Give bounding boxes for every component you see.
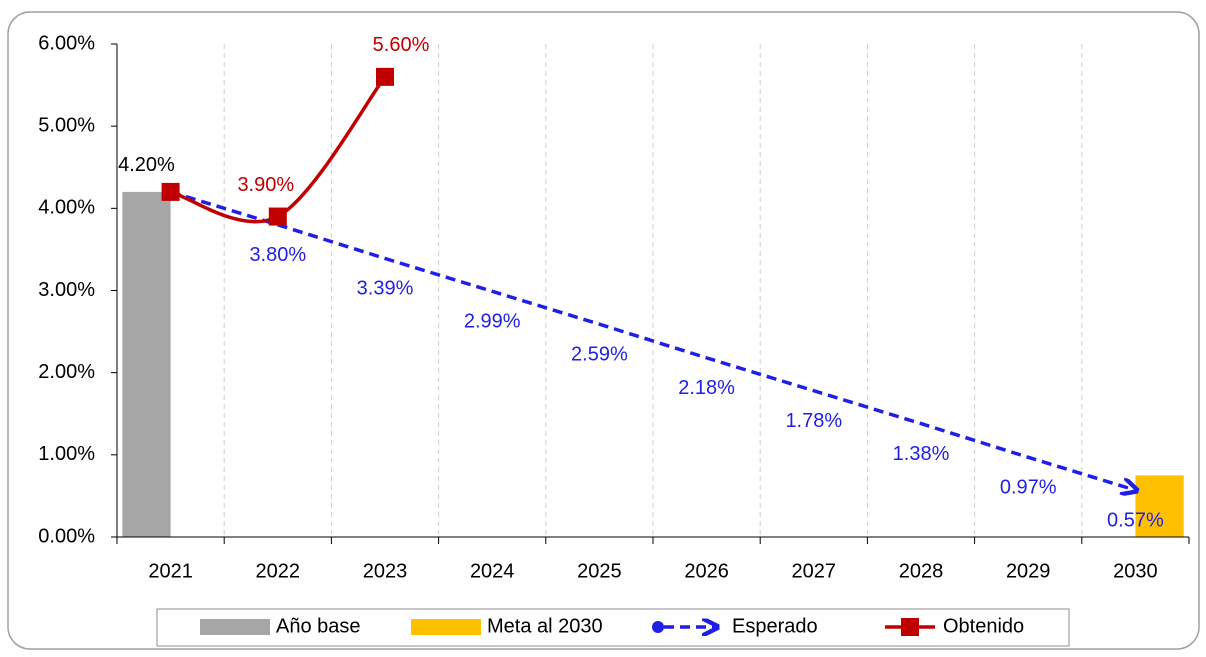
data-label: 4.20% xyxy=(118,154,175,176)
x-tick-label: 2026 xyxy=(684,560,729,582)
data-label: 3.39% xyxy=(357,278,414,300)
x-tick-label: 2021 xyxy=(148,560,193,582)
legend-label: Esperado xyxy=(732,615,818,637)
x-tick-label: 2029 xyxy=(1006,560,1051,582)
data-label: 1.78% xyxy=(785,410,842,432)
x-tick-label: 2030 xyxy=(1113,560,1158,582)
x-tick-label: 2022 xyxy=(256,560,301,582)
y-tick-label: 4.00% xyxy=(38,197,95,219)
legend-swatch xyxy=(652,621,664,633)
legend-swatch xyxy=(200,619,270,635)
data-label: 3.80% xyxy=(249,244,306,266)
data-label: 2.59% xyxy=(571,343,628,365)
data-label: 0.57% xyxy=(1107,509,1164,531)
legend-swatch xyxy=(411,619,481,635)
data-label: 3.90% xyxy=(237,174,294,196)
chart-frame xyxy=(7,11,1200,650)
legend-label: Meta al 2030 xyxy=(487,615,603,637)
point-marker xyxy=(376,67,394,86)
x-tick-label: 2027 xyxy=(792,560,837,582)
x-tick-label: 2025 xyxy=(577,560,622,582)
data-label: 0.97% xyxy=(1000,477,1057,499)
point-marker xyxy=(268,207,287,226)
y-tick-label: 2.00% xyxy=(38,361,95,383)
bar xyxy=(1135,475,1184,537)
data-label: 1.38% xyxy=(893,443,950,465)
series-line xyxy=(170,190,1136,490)
point-marker xyxy=(161,182,180,201)
y-tick-label: 1.00% xyxy=(38,443,95,465)
x-tick-label: 2028 xyxy=(899,560,944,582)
legend-label: Año base xyxy=(276,615,361,637)
data-label: 5.60% xyxy=(373,34,430,56)
x-tick-label: 2024 xyxy=(470,560,515,582)
y-tick-label: 5.00% xyxy=(38,114,95,136)
x-tick-label: 2023 xyxy=(363,560,408,582)
y-tick-label: 6.00% xyxy=(38,32,95,54)
data-label: 2.18% xyxy=(678,377,735,399)
y-tick-label: 3.00% xyxy=(38,279,95,301)
data-label: 2.99% xyxy=(464,311,521,333)
legend-swatch xyxy=(901,618,919,636)
bar xyxy=(122,191,171,537)
y-tick-label: 0.00% xyxy=(38,525,95,547)
legend-label: Obtenido xyxy=(943,615,1024,637)
